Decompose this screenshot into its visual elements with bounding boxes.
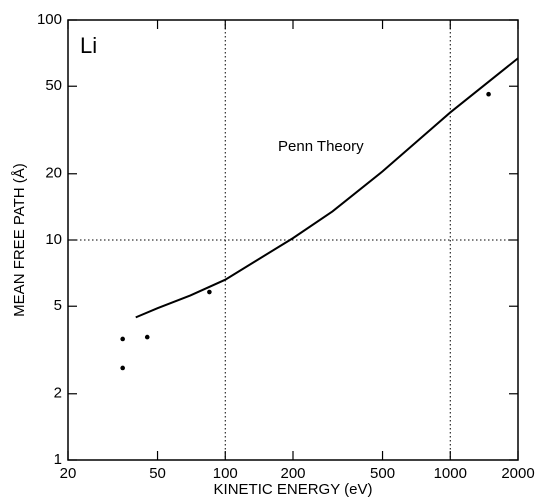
y-tick-label: 50 <box>45 77 62 94</box>
x-tick-label: 500 <box>370 465 395 482</box>
curve-label: Penn Theory <box>278 138 364 155</box>
x-tick-label: 20 <box>60 465 77 482</box>
y-tick-label: 100 <box>37 11 62 28</box>
y-tick-label: 1 <box>54 451 62 468</box>
data-point <box>207 289 212 295</box>
theory-curve <box>135 57 519 319</box>
data-point <box>120 336 125 342</box>
y-axis-title: MEAN FREE PATH (Å) <box>11 163 28 317</box>
x-tick-label: 200 <box>280 465 305 482</box>
x-tick-label: 100 <box>213 465 238 482</box>
y-tick-label: 20 <box>45 165 62 182</box>
x-axis-title: KINETIC ENERGY (eV) <box>214 481 373 498</box>
x-tick-label: 2000 <box>501 465 534 482</box>
data-point <box>486 91 491 97</box>
data-point <box>144 334 150 340</box>
y-tick-label: 5 <box>54 297 62 314</box>
x-tick-label: 50 <box>149 465 166 482</box>
annotation: Li <box>80 33 97 58</box>
y-tick-label: 10 <box>45 231 62 248</box>
x-tick-label: 1000 <box>434 465 467 482</box>
y-tick-label: 2 <box>54 385 62 402</box>
data-point <box>120 365 125 371</box>
